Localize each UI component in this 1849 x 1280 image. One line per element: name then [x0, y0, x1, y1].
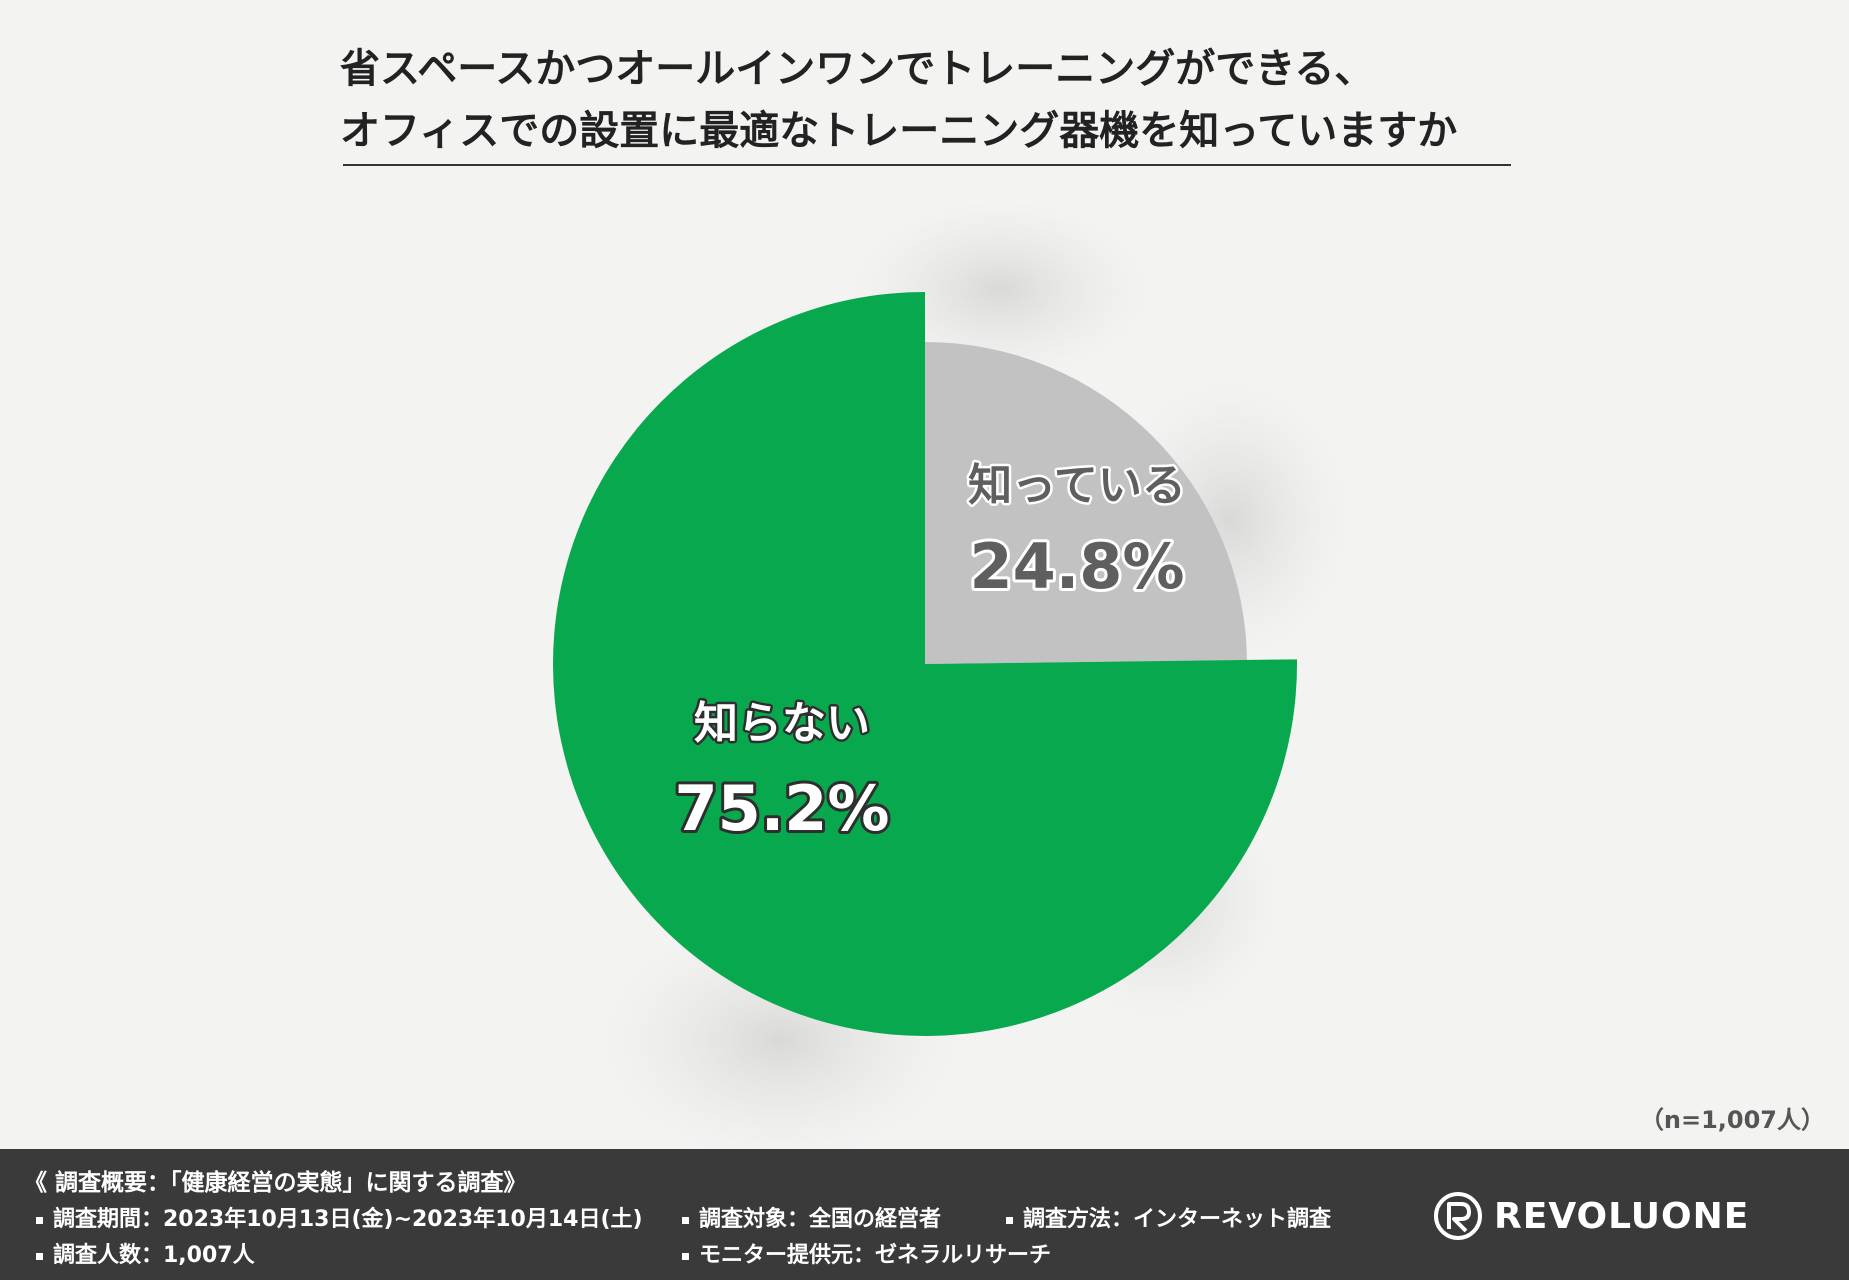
bullet-icon	[36, 1216, 43, 1224]
slice-label-know: 知っている	[968, 460, 1186, 511]
revoluone-logo: REVOLUONE	[1432, 1191, 1749, 1241]
survey-monitor: モニター提供元：ゼネラルリサーチ	[682, 1237, 1051, 1269]
bullet-icon	[682, 1216, 689, 1224]
chart-title-line1: 省スペースかつオールインワンでトレーニングができる、	[340, 46, 1375, 92]
survey-target: 調査対象：全国の経営者	[682, 1201, 941, 1233]
revoluone-logo-icon	[1434, 1192, 1482, 1240]
bullet-icon	[682, 1252, 689, 1260]
survey-footer: 《 調査概要：「健康経営の実態」に関する調査》 調査期間：2023年10月13日…	[0, 1149, 1849, 1280]
bullet-icon	[36, 1252, 43, 1260]
pie-slice-know	[925, 342, 1247, 664]
slice-label-not-know: 知らない	[694, 698, 870, 749]
pie-slice-not-know	[552, 292, 1297, 1036]
slice-value-know: 24.8%	[969, 530, 1184, 603]
pie-chart: 知っている 24.8% 知らない 75.2%	[552, 292, 1297, 1036]
survey-period: 調査期間：2023年10月13日(金)~2023年10月14日(土)	[36, 1201, 643, 1233]
slice-value-not-know: 75.2%	[674, 772, 889, 845]
survey-overview-title: 《 調査概要：「健康経営の実態」に関する調査》	[24, 1170, 527, 1196]
survey-count: 調査人数：1,007人	[36, 1237, 255, 1269]
chart-title-line2: オフィスでの設置に最適なトレーニング器機を知っていますか	[340, 108, 1458, 154]
bullet-icon	[1006, 1216, 1013, 1224]
revoluone-logo-text: REVOLUONE	[1494, 1195, 1750, 1237]
sample-size-note: （n=1,007人）	[1639, 1106, 1825, 1134]
title-underline	[343, 164, 1511, 166]
chart-title: 省スペースかつオールインワンでトレーニングができる、 オフィスでの設置に最適なト…	[340, 38, 1520, 162]
survey-method: 調査方法：インターネット調査	[1006, 1201, 1331, 1233]
